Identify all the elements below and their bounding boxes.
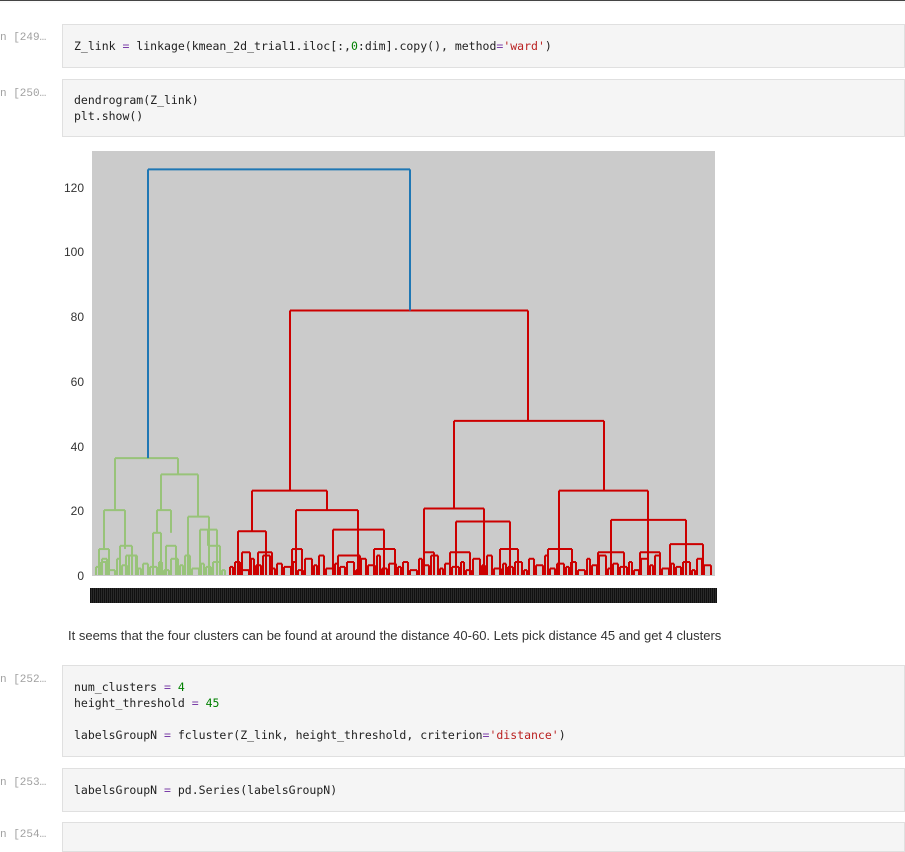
- y-tick-label: 20: [70, 504, 84, 518]
- code-cell-253[interactable]: labelsGroupN = pd.Series(labelsGroupN): [62, 768, 905, 812]
- code-token: plt.show(): [74, 109, 144, 123]
- dendrogram-plot-area: [92, 151, 715, 576]
- top-divider-shadow: [0, 1, 905, 3]
- y-tick-label: 0: [77, 569, 84, 583]
- cell-prompt-250: n [250…: [0, 88, 47, 100]
- code-token: num_clusters: [74, 680, 165, 694]
- code-input[interactable]: dendrogram(Z_link) plt.show(): [74, 92, 199, 124]
- code-token: =: [164, 680, 171, 694]
- markdown-text: It seems that the four clusters can be f…: [68, 628, 722, 643]
- y-tick-label: 60: [70, 375, 84, 389]
- code-token: labelsGroupN: [74, 728, 165, 742]
- top-divider: [0, 0, 905, 1]
- leaf-labels: [90, 588, 717, 603]
- code-token: dendrogram(Z_link): [74, 93, 199, 107]
- code-token: =: [496, 39, 504, 53]
- code-line: num_clusters = 4: [74, 679, 566, 695]
- y-tick-label: 120: [63, 181, 84, 195]
- code-line: Z_link = linkage(kmean_2d_trial1.iloc[:,…: [74, 38, 552, 54]
- cell-prompt-252: n [252…: [0, 674, 47, 686]
- code-token: labelsGroupN: [74, 783, 165, 797]
- y-tick-label: 80: [70, 310, 84, 324]
- code-cell-254[interactable]: [62, 822, 905, 852]
- code-token: ): [558, 728, 566, 742]
- code-line: labelsGroupN = pd.Series(labelsGroupN): [74, 782, 337, 798]
- y-tick-label: 40: [70, 440, 84, 454]
- code-token: 0: [350, 39, 358, 53]
- cell-prompt-254: n [254…: [0, 829, 47, 841]
- code-input[interactable]: Z_link = linkage(kmean_2d_trial1.iloc[:,…: [74, 38, 552, 54]
- code-input[interactable]: num_clusters = 4 height_threshold = 45 lab…: [74, 679, 566, 743]
- cell-prompt-249: n [249…: [0, 32, 47, 44]
- code-token: =: [164, 728, 171, 742]
- y-tick-label: 100: [63, 245, 84, 259]
- code-token: ): [544, 39, 552, 53]
- code-token: =: [191, 696, 199, 710]
- code-token: 45: [198, 696, 220, 710]
- code-line: dendrogram(Z_link): [74, 92, 199, 108]
- code-token: Z_link: [74, 39, 123, 53]
- code-token: 'ward': [503, 39, 545, 53]
- code-token: =: [122, 39, 130, 53]
- code-token: :dim].copy(), method: [357, 39, 497, 53]
- code-line: labelsGroupN = fcluster(Z_link, height_t…: [74, 727, 566, 743]
- code-cell-252[interactable]: num_clusters = 4 height_threshold = 45 lab…: [62, 665, 905, 757]
- code-line: plt.show(): [74, 108, 199, 124]
- code-token: 4: [170, 680, 185, 694]
- cell-prompt-253: n [253…: [0, 777, 47, 789]
- code-cell-249[interactable]: Z_link = linkage(kmean_2d_trial1.iloc[:,…: [62, 24, 905, 68]
- code-line: height_threshold = 45: [74, 695, 566, 711]
- code-token: linkage(kmean_2d_trial1.iloc[:,: [129, 39, 351, 53]
- code-cell-250[interactable]: dendrogram(Z_link) plt.show(): [62, 79, 905, 137]
- code-line: [74, 711, 566, 727]
- code-input[interactable]: labelsGroupN = pd.Series(labelsGroupN): [74, 782, 337, 798]
- code-token: =: [482, 728, 490, 742]
- code-token: pd.Series(labelsGroupN): [170, 783, 338, 797]
- code-token: height_threshold: [74, 696, 192, 710]
- code-token: 'distance': [489, 728, 559, 742]
- code-token: =: [164, 783, 171, 797]
- code-token: fcluster(Z_link, height_threshold, crite…: [170, 728, 483, 742]
